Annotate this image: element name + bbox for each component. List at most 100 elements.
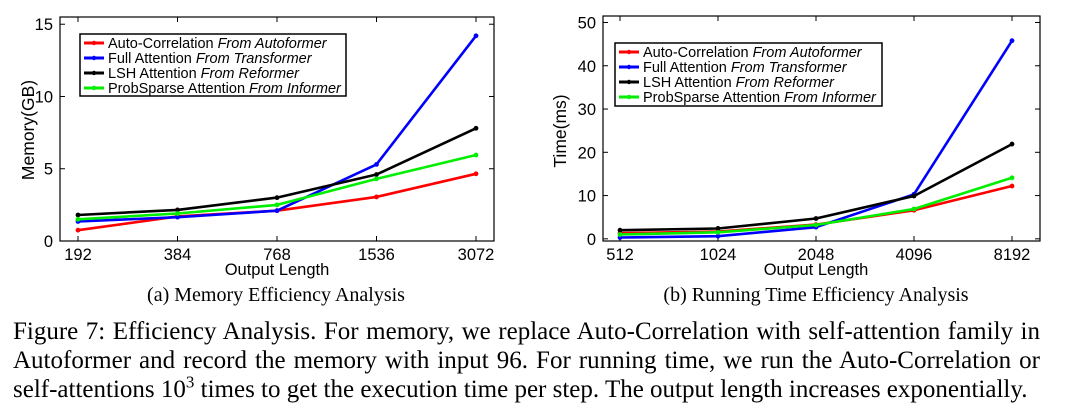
legend-marker — [91, 40, 97, 46]
legend-item-full-attention: Full Attention From Transformer — [84, 51, 313, 67]
data-point — [1009, 183, 1015, 189]
series-line-auto-correlation — [76, 172, 478, 232]
y-tick-label: 5 — [44, 161, 53, 179]
legend-label-name: Full Attention — [643, 60, 727, 76]
legend-label: LSH Attention From Reformer — [108, 66, 300, 82]
data-point — [473, 125, 479, 131]
legend-label: ProbSparse Attention From Informer — [108, 81, 342, 97]
y-tick-label: 20 — [578, 144, 596, 162]
caption-line-2: Autoformer and record the memory with in… — [13, 347, 1040, 374]
data-point — [473, 171, 479, 177]
legend-label-source: From Reformer — [201, 66, 300, 82]
y-axis-label: Memory(GB) — [18, 80, 38, 180]
legend-label: Auto-Correlation From Autoformer — [643, 45, 863, 61]
data-point — [473, 152, 479, 158]
legend-label: Auto-Correlation From Autoformer — [108, 36, 328, 52]
x-tick-label: 1536 — [358, 246, 395, 264]
legend-label: LSH Attention From Reformer — [643, 75, 835, 91]
legend-label-source: From Informer — [784, 90, 877, 106]
data-point — [374, 162, 379, 167]
caption-line-3: self-attentions 103 times to get the exe… — [13, 372, 1040, 404]
memory-efficiency-figure: Memory(GB) Output Length (a) Memory Effi… — [0, 0, 536, 310]
data-point — [274, 208, 280, 214]
plot-frame — [602, 15, 1041, 242]
data-point — [813, 222, 819, 228]
data-point — [1009, 175, 1015, 181]
legend-item-lsh-attention: LSH Attention From Reformer — [619, 75, 835, 91]
data-point — [175, 214, 180, 220]
legend-box — [79, 33, 347, 97]
legend-label-source: From Transformer — [196, 51, 313, 67]
x-axis-label: Output Length — [764, 261, 869, 279]
data-point — [911, 206, 917, 212]
data-point — [813, 216, 819, 221]
running-time-efficiency-figure: Time(ms) Output Length (b) Running Time … — [536, 0, 1072, 310]
x-tick-label: 2048 — [798, 246, 835, 264]
legend-label-source: From Transformer — [731, 60, 848, 76]
subfigure-caption: (b) Running Time Efficiency Analysis — [663, 284, 968, 306]
x-tick-label: 384 — [164, 246, 192, 264]
legend-label: ProbSparse Attention From Informer — [643, 90, 877, 106]
y-tick-label: 10 — [578, 188, 596, 206]
legend-marker — [626, 79, 632, 85]
data-point — [374, 172, 379, 177]
data-point — [374, 194, 379, 200]
x-tick-label: 512 — [606, 246, 634, 264]
data-point — [715, 233, 721, 239]
caption-line-3-start: self-attentions 10 — [13, 376, 186, 403]
x-axis-label: Output Length — [225, 261, 330, 279]
legend-label-name: Auto-Correlation — [643, 45, 749, 61]
legend-item-lsh-attention: LSH Attention From Reformer — [84, 66, 300, 82]
y-tick-label: 15 — [35, 16, 53, 34]
data-point — [715, 229, 721, 235]
x-tick-label: 8192 — [994, 246, 1031, 264]
legend-marker — [91, 70, 97, 76]
legend-label-source: From Autoformer — [753, 45, 863, 61]
legend-marker — [626, 49, 632, 55]
memory-efficiency-chart: Memory(GB) Output Length (a) Memory Effi… — [18, 16, 495, 306]
data-point — [75, 227, 81, 233]
legend-label-name: LSH Attention — [108, 66, 197, 82]
legend-marker — [91, 55, 97, 61]
x-tick-label: 192 — [64, 246, 92, 264]
figure-caption: Figure 7: Efficiency Analysis. For memor… — [13, 317, 1040, 404]
data-point — [617, 227, 623, 233]
data-point — [75, 216, 81, 222]
legend-box — [614, 42, 883, 107]
y-tick-label: 10 — [35, 88, 53, 106]
data-point — [911, 193, 917, 199]
series-lsh-attention — [75, 125, 479, 218]
y-tick-label: 0 — [44, 233, 53, 251]
series-line-lsh-attention — [76, 127, 478, 217]
data-point — [1009, 38, 1015, 44]
data-point — [274, 195, 280, 201]
data-point — [374, 176, 379, 182]
data-point — [473, 33, 479, 39]
caption-line-3-rest: times to get the execution time per step… — [194, 376, 1028, 403]
series-auto-correlation — [75, 171, 479, 233]
x-tick-label: 1024 — [700, 246, 737, 264]
legend-label-name: ProbSparse Attention — [643, 90, 780, 106]
legend-label: Full Attention From Transformer — [108, 51, 313, 67]
caption-line-1: Figure 7: Efficiency Analysis. For memor… — [13, 318, 1040, 345]
legend-label-source: From Reformer — [736, 75, 835, 91]
y-tick-label: 0 — [587, 231, 596, 249]
data-point — [75, 212, 81, 218]
series-probsparse-attention — [617, 175, 1015, 237]
legend-label-name: Full Attention — [108, 51, 192, 67]
data-point — [715, 226, 721, 231]
data-point — [617, 232, 623, 237]
legend-label-name: Auto-Correlation — [108, 36, 214, 52]
legend-label: Full Attention From Transformer — [643, 60, 848, 76]
caption-exponent: 3 — [185, 372, 195, 392]
y-tick-label: 30 — [578, 101, 596, 119]
legend-label-name: LSH Attention — [643, 75, 732, 91]
legend-label-name: ProbSparse Attention — [108, 81, 245, 97]
legend-item-auto-correlation: Auto-Correlation From Autoformer — [619, 45, 863, 61]
running-time-efficiency-chart: Time(ms) Output Length (b) Running Time … — [550, 14, 1041, 306]
plot-area: 0 10 20 30 40 50 512 1024 2048 4096 8192 — [578, 14, 1041, 264]
series-lsh-attention — [617, 141, 1015, 233]
plot-area: 0 5 10 15 192 384 768 1536 3072 — [35, 16, 495, 264]
